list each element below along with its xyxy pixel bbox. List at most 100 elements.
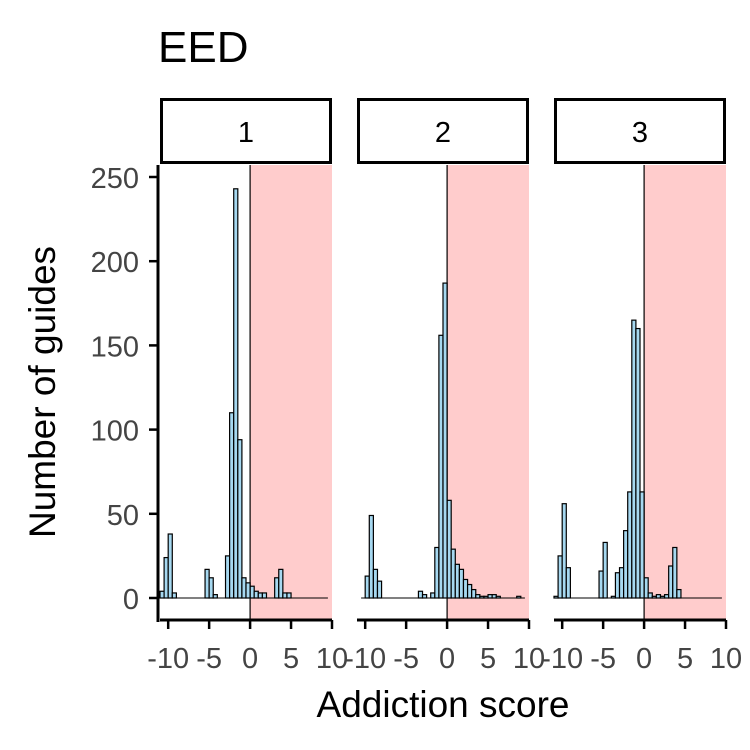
histogram-bar xyxy=(229,412,235,599)
x-axis-title: Addiction score xyxy=(317,684,570,725)
chart-title: EED xyxy=(158,23,248,72)
facet-strip-label: 2 xyxy=(435,117,451,149)
histogram-bar xyxy=(430,592,436,599)
histogram-bar xyxy=(651,595,657,599)
histogram-bar xyxy=(635,327,641,599)
histogram-bar xyxy=(466,583,473,599)
histogram-bar xyxy=(627,491,633,599)
x-tick-label: -10 xyxy=(344,643,386,675)
histogram-bar xyxy=(663,594,670,599)
x-tick-label: -5 xyxy=(393,643,419,675)
histogram-bar xyxy=(212,594,218,599)
x-tick-label: 0 xyxy=(439,643,455,675)
histogram-bar xyxy=(442,282,448,599)
histogram-bar xyxy=(171,592,177,599)
histogram-bar xyxy=(495,595,501,599)
y-tick-label: 150 xyxy=(91,331,139,363)
histogram-bar xyxy=(159,590,165,599)
y-tick-label: 200 xyxy=(91,247,139,279)
x-tick-label: 5 xyxy=(480,643,496,675)
histogram-bar xyxy=(245,582,251,599)
histogram-bar xyxy=(376,580,383,599)
facet-strip-label: 1 xyxy=(238,117,254,149)
histogram-bar xyxy=(364,575,370,599)
y-tick-label: 50 xyxy=(107,500,139,532)
histogram-bar xyxy=(672,546,678,599)
histogram-bar xyxy=(618,567,625,599)
histogram-bar xyxy=(462,578,469,599)
histogram-bar xyxy=(417,590,424,599)
y-tick-label: 100 xyxy=(91,416,139,448)
histogram-bar xyxy=(204,568,210,599)
positive-score-region xyxy=(447,165,529,620)
histogram-bar xyxy=(598,570,604,599)
facet-strip-label: 3 xyxy=(632,117,648,149)
histogram-bar xyxy=(471,588,477,599)
histogram-bar xyxy=(282,592,288,599)
histogram-bar xyxy=(475,594,481,599)
histogram-bar xyxy=(676,588,682,599)
histogram-bar xyxy=(565,567,571,599)
histogram-bar xyxy=(241,577,247,599)
y-axis-title: Number of guides xyxy=(22,246,63,538)
histogram-bar xyxy=(278,568,284,599)
histogram-bar xyxy=(623,530,629,599)
histogram-bar xyxy=(372,568,379,599)
histogram-bar xyxy=(368,514,374,599)
histogram-bar xyxy=(655,594,662,599)
histogram-bar xyxy=(631,319,637,599)
histogram-bar xyxy=(487,594,493,599)
x-tick-label: 10 xyxy=(710,643,742,675)
y-tick-label: 250 xyxy=(91,163,139,195)
histogram-bar xyxy=(458,568,465,599)
histogram-bar xyxy=(163,556,169,599)
x-tick-label: 0 xyxy=(242,643,258,675)
histogram-bar xyxy=(438,334,444,599)
histogram-bar xyxy=(167,533,173,599)
facet-strip xyxy=(160,98,332,164)
x-tick-label: -10 xyxy=(147,643,189,675)
histogram-bar xyxy=(224,555,231,599)
y-tick-label: 0 xyxy=(123,584,139,616)
histogram-bar xyxy=(491,594,497,599)
histogram-bar xyxy=(553,595,559,599)
histogram-bar xyxy=(483,595,489,599)
y-axis: 0 50 100 150 200 250 xyxy=(91,163,160,622)
x-tick-label: 0 xyxy=(636,643,652,675)
x-tick-label: 10 xyxy=(513,643,545,675)
histogram-bar xyxy=(434,546,440,599)
x-tick-label: 10 xyxy=(316,643,348,675)
histogram-bar xyxy=(257,592,263,599)
histogram-bar xyxy=(659,595,666,599)
histogram-bar xyxy=(274,577,280,599)
positive-score-region xyxy=(644,165,726,620)
x-tick-label: -10 xyxy=(541,643,583,675)
x-tick-label: 5 xyxy=(283,643,299,675)
facet-strip xyxy=(554,98,726,164)
histogram-bar xyxy=(614,572,621,599)
histogram-bar xyxy=(253,590,259,599)
facet-panel-1: 1 -10 -5 0 5 10 xyxy=(147,98,348,675)
histogram-bar xyxy=(450,548,456,599)
facet-panel-3: 3 -10 -5 0 5 10 xyxy=(541,98,742,675)
histogram-bar xyxy=(233,188,239,599)
x-tick-label: 5 xyxy=(677,643,693,675)
x-tick-label: -5 xyxy=(196,643,222,675)
histogram-bar xyxy=(561,503,567,599)
histogram-bar xyxy=(557,555,563,599)
histogram-bar xyxy=(643,577,649,599)
histogram-bar xyxy=(249,585,255,599)
histogram-bar xyxy=(479,595,485,599)
facet-strip xyxy=(357,98,529,164)
histogram-bar xyxy=(421,594,428,599)
x-tick-label: -5 xyxy=(590,643,616,675)
histogram-bar xyxy=(639,491,645,599)
histogram-bar xyxy=(516,595,522,599)
histogram-bar xyxy=(286,592,292,599)
histogram-bar xyxy=(602,541,608,599)
histogram-bar xyxy=(610,595,617,599)
facet-panel-2: 2 -10 -5 0 5 10 xyxy=(344,98,545,675)
histogram-bar xyxy=(647,592,653,599)
histogram-bar xyxy=(237,439,243,599)
